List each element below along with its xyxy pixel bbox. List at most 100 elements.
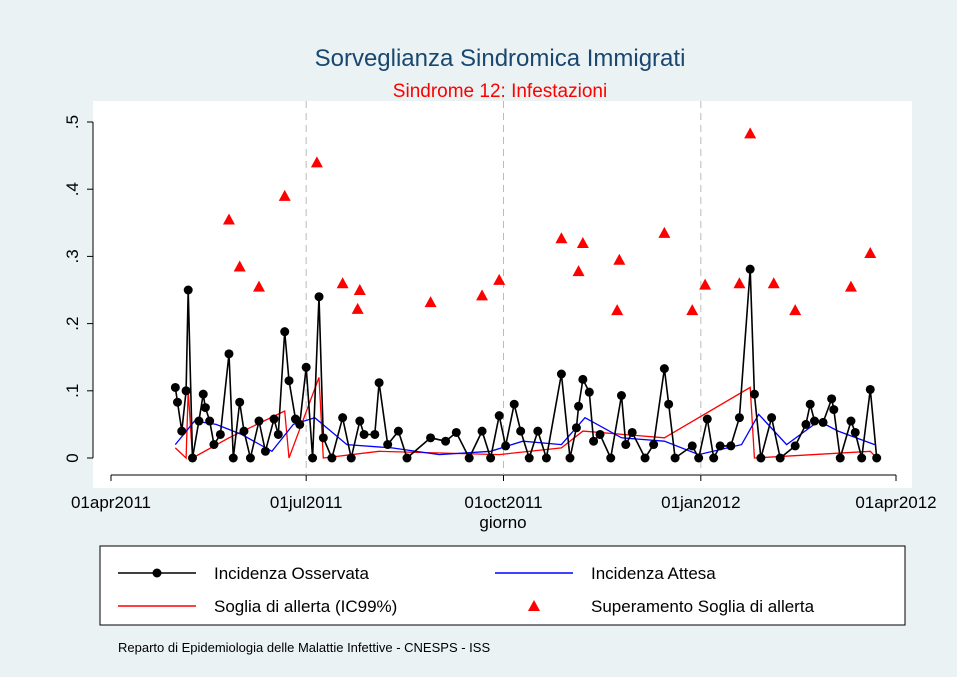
x-tick-label: 01oct2011 (464, 493, 542, 512)
point (351, 302, 364, 314)
point (215, 429, 225, 439)
point (402, 453, 412, 463)
point (336, 277, 349, 289)
point (709, 453, 719, 463)
point (584, 387, 594, 397)
legend-swatch (528, 600, 540, 611)
point (183, 285, 193, 295)
point (441, 436, 451, 446)
point (555, 232, 568, 244)
legend-label: Incidenza Attesa (591, 564, 716, 583)
legend-swatch (152, 568, 162, 578)
point (556, 369, 566, 379)
point (235, 397, 245, 407)
point (374, 378, 384, 388)
point (260, 446, 270, 456)
point (477, 426, 487, 436)
point (640, 453, 650, 463)
point (565, 453, 575, 463)
point (327, 453, 337, 463)
y-tick-label: .1 (63, 384, 82, 398)
point (857, 453, 867, 463)
point (844, 280, 857, 292)
point (687, 441, 697, 451)
x-tick-label: 01apr2011 (71, 493, 151, 512)
point (451, 427, 461, 437)
point (872, 453, 882, 463)
point (829, 405, 839, 415)
point (756, 453, 766, 463)
point (170, 382, 180, 392)
point (699, 278, 712, 290)
legend-label: Superamento Soglia di allerta (591, 597, 815, 616)
point (426, 433, 436, 443)
y-tick-label: .2 (63, 317, 82, 331)
y-tick-label: .3 (63, 249, 82, 263)
point (310, 156, 323, 168)
point (578, 374, 588, 384)
plot-area (93, 101, 912, 488)
point (733, 277, 746, 289)
point (359, 429, 369, 439)
y-tick-label: 0 (63, 453, 82, 462)
y-tick-label: .4 (63, 182, 82, 196)
point (524, 453, 534, 463)
point (864, 247, 877, 259)
point (627, 427, 637, 437)
point (611, 304, 624, 316)
point (702, 414, 712, 424)
point (595, 429, 605, 439)
point (775, 453, 785, 463)
point (865, 384, 875, 394)
point (188, 453, 198, 463)
point (308, 453, 318, 463)
point (790, 441, 800, 451)
point (200, 403, 210, 413)
point (576, 236, 589, 248)
point (658, 226, 671, 238)
x-tick-label: 01jul2011 (270, 493, 342, 512)
point (574, 401, 584, 411)
point (284, 376, 294, 386)
series-line (174, 269, 878, 462)
series-line (174, 413, 875, 456)
x-tick-label: 01jan2012 (661, 493, 740, 512)
point (245, 453, 255, 463)
point (606, 453, 616, 463)
point (181, 386, 191, 396)
point (370, 429, 380, 439)
point (224, 349, 234, 359)
point (346, 453, 356, 463)
x-axis-label: giorno (479, 513, 526, 532)
point (767, 413, 777, 423)
point (205, 416, 215, 426)
point (393, 426, 403, 436)
point (228, 453, 238, 463)
point (801, 419, 811, 429)
point (273, 429, 283, 439)
point (424, 296, 437, 308)
point (239, 426, 249, 436)
point (252, 280, 265, 292)
legend-box (99, 545, 906, 626)
point (835, 453, 845, 463)
point (494, 411, 504, 421)
note: Reparto di Epidemiologia delle Malattie … (118, 640, 490, 655)
point (464, 453, 474, 463)
point (509, 399, 519, 409)
legend-label: Incidenza Osservata (214, 564, 370, 583)
x-tick-label: 01apr2012 (855, 493, 936, 512)
point (686, 304, 699, 316)
point (659, 364, 669, 374)
point (734, 413, 744, 423)
point (744, 127, 757, 139)
point (670, 453, 680, 463)
point (278, 189, 291, 201)
point (222, 213, 235, 225)
point (846, 416, 856, 426)
point (233, 260, 246, 272)
point (254, 416, 264, 426)
chart-title: Sorveglianza Sindromica Immigrati (315, 45, 686, 72)
point (621, 440, 631, 450)
point (664, 399, 674, 409)
